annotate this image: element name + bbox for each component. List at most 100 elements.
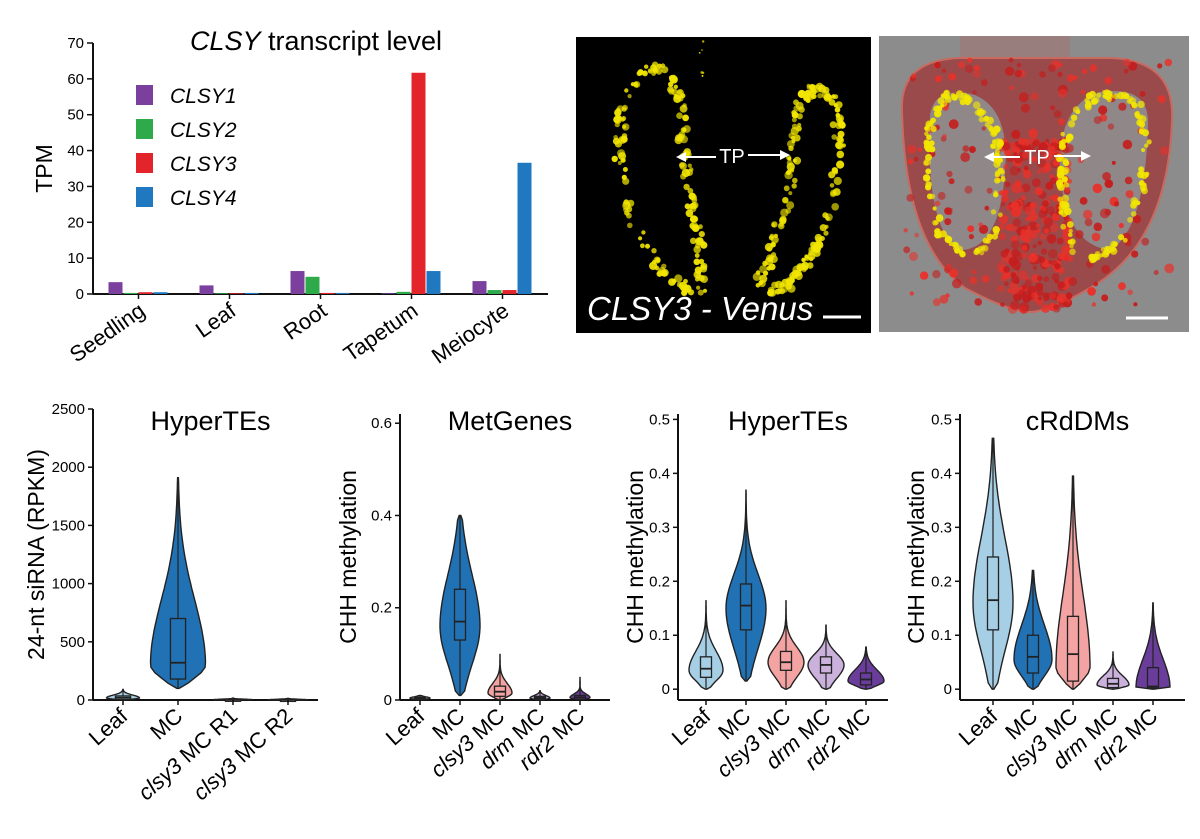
violin-chart-hypertes-chh: 0 0.1 0.2 0.3 0.4 0.5 CHH methylation HyperTEs L…	[622, 406, 888, 782]
violin-chart-crddms: 0 0.1 0.2 0.3 0.4 0.5 CHH methylation cRdDMs Lea…	[903, 406, 1185, 782]
violin-box	[779, 650, 793, 671]
fluor-label: CLSY3 - Venus	[587, 290, 813, 327]
x-tick-label: MC	[145, 703, 187, 745]
y-tick-label: 0.4	[931, 465, 952, 482]
violin-box	[1146, 666, 1160, 689]
chart-title-rest: transcript level	[260, 26, 442, 56]
x-tick-label: Leaf	[667, 703, 716, 751]
chart-title-italic: CLSY	[190, 26, 263, 56]
locule-right	[1059, 90, 1149, 250]
bar-clsy3-root	[320, 292, 335, 294]
bar-chart: 0 10 20 30 40 50 60 70 TPM CLSY transcript level S…	[31, 26, 548, 369]
y-axis-label: TPM	[31, 144, 57, 193]
micrograph-background	[576, 37, 871, 333]
micrograph-merged: TP	[879, 36, 1189, 332]
bar-clsy1-meiocyte	[472, 281, 487, 294]
tp-arrows	[676, 150, 790, 162]
bar-clsy3-leaf	[229, 293, 244, 294]
micrograph-fluorescence: TP CLSY3 - Venus	[576, 37, 871, 333]
y-tick-label: 500	[60, 634, 85, 651]
violin-box	[1026, 634, 1040, 674]
bar-clsy2-tapetum	[396, 291, 411, 294]
x-tick-label: Leaf	[191, 297, 241, 343]
y-tick-label: 0.5	[649, 411, 670, 428]
y-axis-label: 24-nt siRNA (RPKM)	[23, 449, 49, 660]
bar-clsy4-tapetum	[426, 271, 441, 294]
chart-title: HyperTEs	[150, 406, 270, 436]
legend-swatch	[136, 153, 153, 173]
y-axis-label: CHH methylation	[335, 470, 361, 644]
legend-swatch	[136, 119, 153, 139]
violin-chart-hypertes-sirna: 0 500 1000 1500 2000 2500 24-nt siRNA (RPKM) Hy…	[23, 401, 318, 805]
legend-label: CLSY1	[170, 85, 237, 108]
bar-clsy4-leaf	[244, 292, 259, 294]
violin-box	[169, 617, 187, 680]
y-tick-label: 0	[76, 286, 84, 303]
y-tick-label: 2500	[52, 401, 85, 418]
y-tick-label: 40	[67, 143, 84, 160]
chart-title: cRdDMs	[1026, 406, 1130, 436]
bar-clsy2-seedling	[123, 292, 138, 294]
y-tick-label: 0	[384, 692, 392, 709]
y-axis-label: CHH methylation	[903, 470, 929, 644]
bar-clsy4-seedling	[153, 292, 168, 294]
violin-box	[1066, 615, 1080, 682]
violin-box	[453, 588, 467, 641]
y-tick-label: 2000	[52, 459, 85, 476]
bar-clsy1-seedling	[108, 282, 123, 294]
venus-signal	[922, 89, 1152, 264]
x-tick-label: Leaf	[954, 703, 1003, 751]
legend-label: CLSY3	[170, 153, 237, 176]
x-tick-label: Tapetum	[339, 298, 422, 367]
bar-clsy3-seedling	[138, 292, 153, 294]
violin-box	[739, 583, 753, 631]
bar-clsy4-meiocyte	[517, 162, 532, 294]
y-tick-label: 0.1	[931, 627, 952, 644]
y-tick-label: 0.2	[931, 573, 952, 590]
bar-clsy3-tapetum	[411, 72, 426, 294]
y-tick-label: 0	[662, 681, 670, 698]
tp-label: TP	[1024, 147, 1050, 169]
bar-clsy1-leaf	[199, 285, 214, 294]
bar-clsy2-root	[305, 276, 320, 294]
chart-title: MetGenes	[448, 406, 573, 436]
y-tick-label: 0.2	[371, 600, 392, 617]
x-tick-label: Leaf	[84, 703, 133, 751]
bar-clsy1-root	[290, 271, 305, 294]
venus-signal	[611, 40, 847, 297]
x-tick-label: Leaf	[381, 703, 430, 751]
x-tick-label: Root	[279, 298, 331, 345]
y-tick-label: 0.2	[649, 573, 670, 590]
chart-title: CLSY transcript level	[190, 26, 442, 56]
bar-clsy1-tapetum	[381, 293, 396, 294]
y-tick-label: 30	[67, 178, 84, 195]
bar-clsy2-leaf	[214, 293, 229, 294]
y-axis-label: CHH methylation	[622, 470, 648, 644]
y-tick-label: 0.5	[931, 411, 952, 428]
y-tick-label: 0.3	[649, 519, 670, 536]
legend-swatch	[136, 187, 153, 207]
y-tick-label: 0	[77, 692, 85, 709]
x-tick-label: Seedling	[65, 298, 149, 368]
tp-label: TP	[719, 146, 745, 168]
tp-arrows	[984, 151, 1091, 162]
y-tick-label: 0.1	[649, 627, 670, 644]
y-tick-label: 0.4	[649, 465, 670, 482]
legend-swatch	[136, 85, 153, 105]
y-tick-label: 50	[67, 107, 84, 124]
y-tick-label: 60	[67, 71, 84, 88]
violin-box	[699, 656, 713, 678]
bar-clsy2-meiocyte	[487, 290, 502, 294]
chart-title: HyperTEs	[728, 406, 848, 436]
y-tick-label: 70	[67, 35, 84, 52]
violin-box	[986, 556, 1000, 631]
bar-clsy3-meiocyte	[502, 290, 517, 294]
y-tick-label: 0	[944, 681, 952, 698]
legend-label: CLSY2	[170, 119, 237, 142]
bar-clsy4-root	[335, 292, 350, 294]
y-tick-label: 1000	[52, 576, 85, 593]
y-tick-label: 1500	[52, 517, 85, 534]
y-tick-label: 0.4	[371, 507, 392, 524]
